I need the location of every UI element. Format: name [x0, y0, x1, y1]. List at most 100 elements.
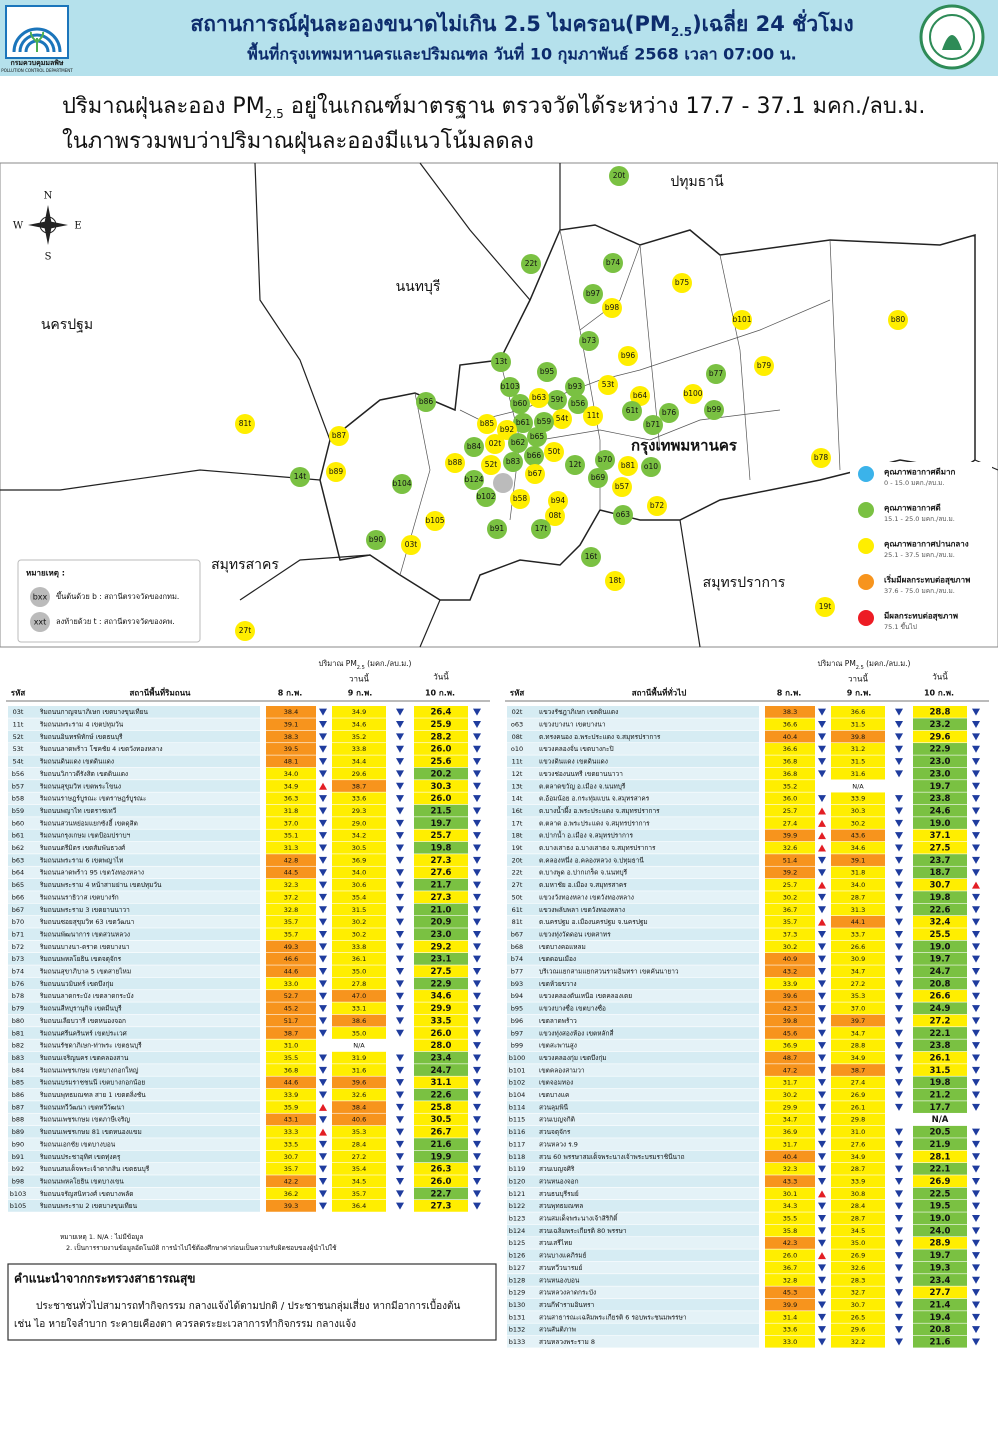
- station-dot: [647, 496, 667, 516]
- value-cell: [332, 1150, 386, 1163]
- value-cell: [266, 1175, 316, 1188]
- value-cell: [831, 953, 885, 965]
- trend-down: [895, 1079, 903, 1087]
- value-cell: [332, 1051, 386, 1064]
- value: 23.0: [431, 930, 452, 940]
- value: 26.9: [930, 1177, 951, 1187]
- value: 27.3: [431, 1202, 452, 1212]
- row-bg: [8, 792, 260, 805]
- station-code: b93: [511, 980, 523, 988]
- trend-down: [473, 758, 481, 766]
- value: 35.7: [284, 930, 298, 938]
- value-cell: [913, 953, 967, 965]
- value-cell: [831, 1298, 885, 1311]
- station-dot: [622, 401, 642, 421]
- value-cell: [266, 1162, 316, 1175]
- trend-down: [319, 1066, 327, 1074]
- station-code: b65: [530, 432, 545, 441]
- trend-down: [396, 893, 404, 901]
- trend-down: [396, 721, 404, 729]
- value-cell: [266, 891, 316, 903]
- station-code: b77: [709, 369, 724, 378]
- trend-down: [818, 1313, 826, 1321]
- station-code: o10: [511, 745, 523, 753]
- unit-text: ปริมาณ PM: [319, 659, 357, 668]
- value-cell: [913, 1064, 967, 1076]
- value: 44.5: [284, 869, 298, 877]
- trend-down: [895, 968, 903, 976]
- value: 33.9: [851, 795, 865, 803]
- trend-down: [972, 918, 980, 926]
- value: 21.0: [431, 905, 452, 915]
- value: 19.9: [431, 1152, 452, 1162]
- note-symbol: [30, 612, 50, 632]
- value-cell: [266, 1200, 316, 1212]
- station-name: สวนหลวงลาดกระบัง: [539, 1289, 596, 1297]
- value: 23.7: [930, 856, 951, 866]
- station-code: b133: [509, 1338, 526, 1346]
- value: 22.9: [930, 745, 951, 755]
- station-name: สวนเฉลิมพระเกียรติ 80 พรรษา: [539, 1227, 627, 1235]
- value-cell: [831, 1088, 885, 1101]
- value: 35.8: [783, 1227, 797, 1235]
- value: 36.3: [284, 795, 298, 803]
- value-cell: [765, 1274, 815, 1286]
- station-code: b128: [509, 1276, 526, 1284]
- map: ปทุมธานีนนทบุรีนครปฐมกรุงเทพมหานครสมุทรส…: [0, 162, 998, 648]
- value: 35.7: [284, 918, 298, 926]
- trend-down: [818, 1103, 826, 1111]
- value: 40.6: [352, 1116, 366, 1124]
- value: 19.0: [930, 819, 951, 829]
- station-dot: [581, 547, 601, 567]
- row-bg: [507, 817, 759, 829]
- station-code: 81t: [512, 918, 523, 926]
- trend-down: [473, 906, 481, 914]
- station-code: b95: [540, 367, 555, 376]
- station-code: b101: [732, 315, 751, 324]
- trend-down: [895, 819, 903, 827]
- value: 31.6: [352, 1066, 366, 1074]
- value: 32.8: [783, 1276, 797, 1284]
- trend-down: [895, 832, 903, 840]
- trend-down: [396, 992, 404, 1000]
- trend-down: [319, 1165, 327, 1173]
- row-bg: [507, 743, 759, 755]
- station-dot: [491, 352, 511, 372]
- value-cell: [332, 1200, 386, 1212]
- station-code: b58: [12, 795, 24, 803]
- value: 34.6: [431, 992, 452, 1002]
- value: 19.7: [431, 819, 452, 829]
- trend-down: [818, 1116, 826, 1124]
- station-dot: [510, 394, 530, 414]
- station-name: แขวงช่องนนทรี เขตยานนาวา: [539, 770, 623, 778]
- station-name: ริมถนนซอยสุขุมวิท 63 เขตวัฒนา: [39, 918, 134, 926]
- value: 28.0: [431, 1041, 452, 1051]
- trend-down: [473, 721, 481, 729]
- trend-down: [396, 1066, 404, 1074]
- value: 29.9: [431, 1004, 452, 1014]
- trend-down: [818, 1029, 826, 1037]
- value-cell: [332, 743, 386, 755]
- trend-down: [319, 955, 327, 963]
- station-name: ต.มหาชัย อ.เมือง จ.สมุทรสาคร: [539, 881, 627, 889]
- trend-down: [818, 1338, 826, 1346]
- station-dot: [487, 519, 507, 539]
- row-bg: [8, 915, 260, 928]
- station-name: ต.บางเสาธง อ.บางเสาธง จ.สมุทรปราการ: [539, 844, 656, 852]
- station-code: b58: [513, 494, 528, 503]
- trend-down: [818, 1289, 826, 1297]
- station-name: สวนเบญจศิริ: [539, 1165, 575, 1173]
- value-cell: [765, 915, 815, 928]
- trend-down: [473, 1029, 481, 1037]
- value: 28.9: [930, 1239, 951, 1249]
- value: 40.9: [783, 955, 797, 963]
- trend-down: [818, 992, 826, 1000]
- value: 39.6: [352, 1079, 366, 1087]
- value-cell: [332, 841, 386, 854]
- station-name: ริมถนนบรมราชชนนี เขตบางกอกน้อย: [39, 1079, 145, 1087]
- station-name: ต.ตลาด อ.พระประแดง จ.สมุทรปราการ: [539, 819, 650, 827]
- value: 34.7: [851, 968, 865, 976]
- row-bg: [507, 804, 759, 817]
- value-cell: [765, 804, 815, 817]
- value: 36.8: [284, 1066, 298, 1074]
